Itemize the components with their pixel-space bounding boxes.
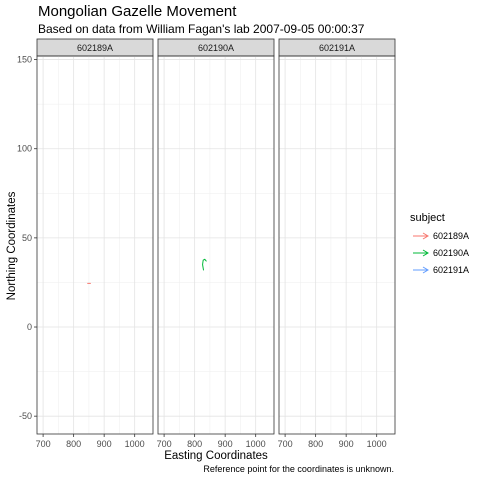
legend-label: 602189A [433, 231, 469, 241]
y-tick-label: 50 [22, 233, 32, 243]
facet-panels: 602189A 700 800 900 1000 602190A 700 800 900 1000… [36, 38, 396, 449]
legend-key-arrowhead [422, 232, 429, 240]
x-tick-label: 700 [278, 439, 293, 449]
y-axis-title: Northing Coordinates [6, 191, 18, 300]
x-tick-label: 800 [187, 439, 202, 449]
x-tick-label: 800 [66, 439, 81, 449]
facet-panel: 602190A 700 800 900 1000 [157, 38, 275, 449]
legend-title: subject [410, 212, 445, 224]
facet-strip-label: 602190A [198, 43, 234, 53]
facet-strip-label: 602189A [77, 43, 113, 53]
y-tick-label: 150 [17, 55, 32, 65]
x-tick-label: 1000 [125, 439, 145, 449]
caption: Reference point for the coordinates is u… [203, 464, 394, 474]
x-tick-label: 800 [308, 439, 323, 449]
x-tick-label: 1000 [367, 439, 387, 449]
x-tick-label: 900 [97, 439, 112, 449]
chart-subtitle: Based on data from William Fagan's lab 2… [38, 22, 365, 36]
panel-border [36, 55, 154, 435]
x-tick-label: 900 [339, 439, 354, 449]
facet-panel: 602189A 700 800 900 1000 [36, 38, 154, 449]
y-axis: -50 0 50 100 150 [17, 55, 37, 421]
x-tick-label: 700 [157, 439, 172, 449]
legend-key-arrowhead [422, 266, 429, 274]
panel-border [278, 55, 396, 435]
x-tick-label: 1000 [246, 439, 266, 449]
legend-key-arrowhead [422, 249, 429, 257]
legend-label: 602190A [433, 248, 469, 258]
chart-title: Mongolian Gazelle Movement [38, 3, 237, 20]
facet-panel: 602191A 700 800 900 1000 [278, 38, 396, 449]
y-tick-label: 0 [27, 322, 32, 332]
legend: subject 602189A 602190A 602191A [410, 212, 469, 275]
panel-border [157, 55, 275, 435]
legend-label: 602191A [433, 265, 469, 275]
series-path [202, 258, 207, 271]
facet-strip-label: 602191A [319, 43, 355, 53]
x-tick-label: 900 [218, 439, 233, 449]
x-tick-label: 700 [36, 439, 51, 449]
y-tick-label: 100 [17, 144, 32, 154]
y-tick-label: -50 [19, 411, 32, 421]
x-axis-title: Easting Coordinates [164, 450, 268, 462]
